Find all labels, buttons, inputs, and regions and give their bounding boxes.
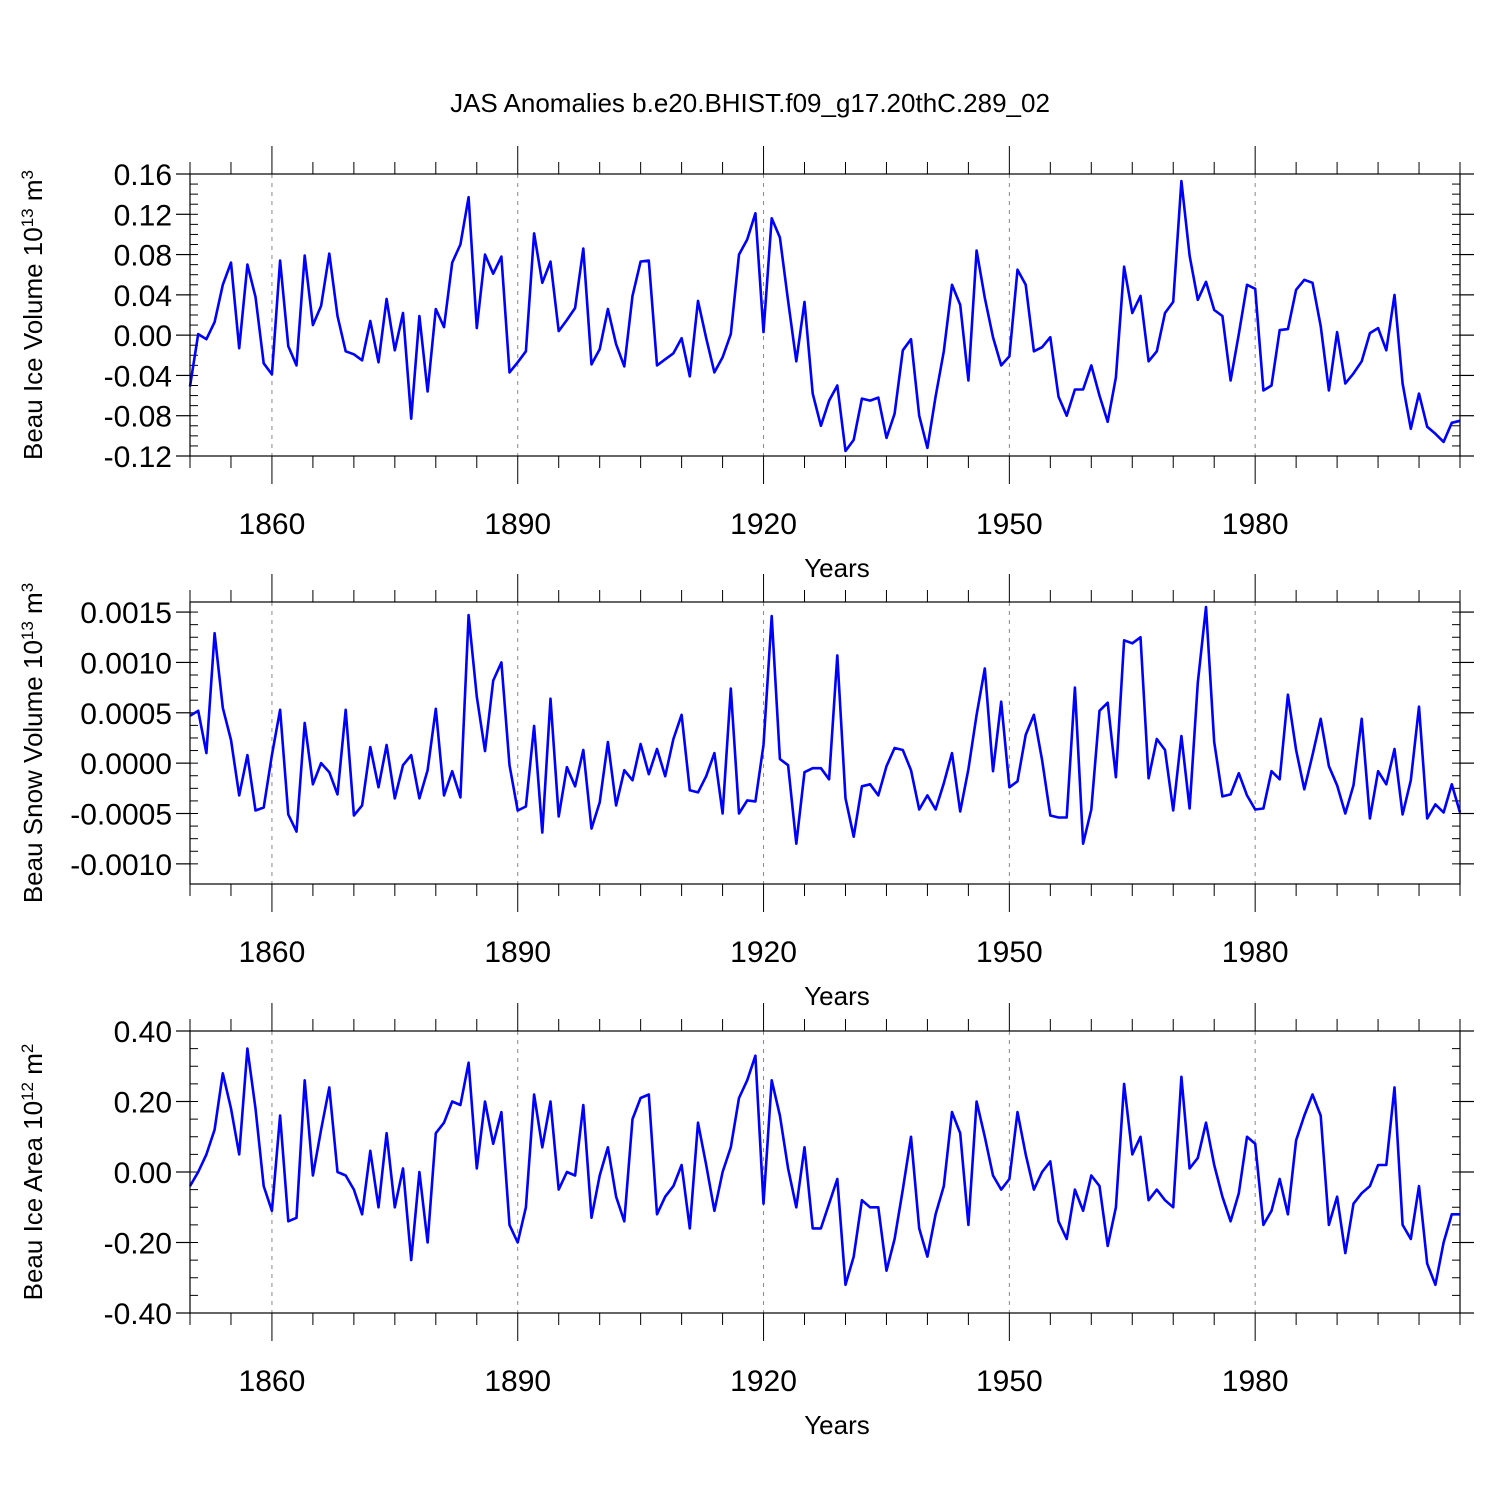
x-axis-label: Years	[804, 981, 870, 1011]
y-tick-label: 0.0015	[80, 597, 172, 630]
x-tick-label-1860: 1860	[239, 1365, 306, 1398]
x-tick-label-1860: 1860	[239, 508, 306, 541]
y-tick-label: 0.12	[114, 199, 172, 232]
data-line	[188, 1047, 1460, 1287]
x-tick-label-1950: 1950	[976, 936, 1043, 969]
x-tick-label-1920: 1920	[730, 508, 797, 541]
x-tick-label-1980: 1980	[1222, 508, 1289, 541]
y-tick-label: 0.08	[114, 240, 172, 273]
y-tick-label: 0.0010	[80, 647, 172, 680]
ice-area-panel: -0.40 -0.20 0.00 0.20 0.40 1860 1890 1920 1950 19…	[18, 1003, 1474, 1440]
x-tick-label-1890: 1890	[484, 936, 551, 969]
x-tick-label-1920: 1920	[730, 936, 797, 969]
y-tick-label: -0.20	[104, 1228, 172, 1261]
ice-volume-panel: -0.12 -0.08 -0.04 0.00 0.04 0.08 0.12 0.16 1860 1…	[18, 146, 1474, 583]
chart-title: JAS Anomalies b.e20.BHIST.f09_g17.20thC.…	[450, 88, 1050, 118]
y-tick-label: 0.0000	[80, 748, 172, 781]
plot-frame	[189, 1030, 1461, 1314]
x-tick-label-1860: 1860	[239, 936, 306, 969]
x-tick-label-1920: 1920	[730, 1365, 797, 1398]
y-tick-label: -0.40	[104, 1298, 172, 1331]
y-tick-label: 0.00	[114, 1157, 172, 1190]
y-tick-label: 0.16	[114, 159, 172, 192]
data-line	[188, 179, 1461, 453]
x-tick-label-1890: 1890	[484, 508, 551, 541]
y-tick-label: -0.04	[104, 360, 172, 393]
y-tick-label: -0.0005	[70, 799, 172, 832]
x-tick-label-1980: 1980	[1222, 1365, 1289, 1398]
data-line	[189, 605, 1462, 846]
x-tick-label-1950: 1950	[976, 508, 1043, 541]
x-tick-label-1980: 1980	[1222, 936, 1289, 969]
x-tick-label-1950: 1950	[976, 1365, 1043, 1398]
x-axis-label: Years	[804, 553, 870, 583]
y-axis-label: Beau Ice Volume 1013 m3	[18, 170, 49, 460]
plot-frame	[189, 601, 1461, 885]
y-tick-label: 0.0005	[80, 698, 172, 731]
y-tick-label: 0.20	[114, 1087, 172, 1120]
snow-volume-panel: -0.0010 -0.0005 0.0000 0.0005 0.0010 0.0015 18…	[18, 574, 1474, 1011]
y-tick-label: 0.04	[114, 280, 172, 313]
y-axis-label: Beau Ice Area 1012 m2	[18, 1044, 49, 1301]
y-tick-label: -0.0010	[70, 849, 172, 882]
x-tick-label-1890: 1890	[484, 1365, 551, 1398]
y-tick-label: -0.12	[104, 441, 172, 474]
plot-frame	[189, 173, 1461, 457]
y-tick-label: 0.00	[114, 320, 172, 353]
x-axis-label: Years	[804, 1410, 870, 1440]
y-axis-label: Beau Snow Volume 1013 m3	[18, 583, 49, 903]
y-tick-label: 0.40	[114, 1016, 172, 1049]
y-tick-label: -0.08	[104, 401, 172, 434]
